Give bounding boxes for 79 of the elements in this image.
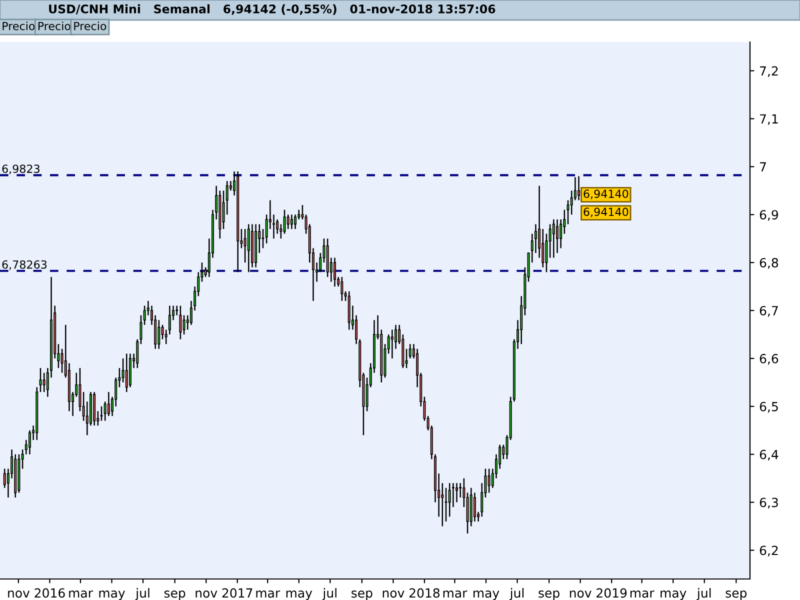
x-tick-label: 2018 <box>409 588 440 598</box>
candlestick <box>448 482 451 518</box>
text: Precio <box>38 22 70 30</box>
x-tick-label: mar <box>630 590 654 598</box>
candlestick <box>42 372 46 393</box>
x-tick-label: sep <box>352 590 372 600</box>
x-tick-label: sep <box>726 590 747 600</box>
candlestick <box>488 468 490 494</box>
y-tick-label: 7,2 <box>760 66 778 77</box>
candlestick <box>104 400 106 422</box>
x-tick-label: jul <box>510 588 524 600</box>
x-tick-label: nov <box>8 590 30 598</box>
x-tick-label: may <box>660 590 686 600</box>
y-tick-label: 6,9 <box>760 210 778 221</box>
candlestick <box>459 482 462 498</box>
candlestick <box>276 218 279 234</box>
y-tick-label: 7,1 <box>760 114 778 125</box>
annotation: 6,94140 <box>584 208 628 218</box>
y-tick-label: 6,5 <box>760 402 778 413</box>
candlestick <box>244 228 246 264</box>
x-tick-label: sep <box>538 590 560 600</box>
x-tick-label: 2017 <box>222 588 252 598</box>
candlestick <box>100 406 103 422</box>
candlestick <box>107 391 110 417</box>
y-tick-label: 6,3 <box>760 498 778 508</box>
y-tick-label: 7 <box>760 162 766 172</box>
candlestick <box>182 314 186 336</box>
x-tick-label: may <box>286 590 312 600</box>
candlestick <box>578 176 580 201</box>
x-tick-label: mar <box>443 590 468 598</box>
candlestick <box>452 482 454 508</box>
candlestick <box>168 305 171 336</box>
candlestick <box>390 329 394 360</box>
y-tick-label: 6,2 <box>760 546 778 556</box>
candlestick <box>334 257 336 288</box>
candlestick <box>340 276 344 302</box>
ref-line-label: 6,78263 <box>2 260 47 270</box>
x-tick-label: mar <box>256 590 280 598</box>
x-tick-label: 2016 <box>34 588 65 598</box>
text: Precio <box>2 22 35 30</box>
candlestick <box>441 482 444 527</box>
x-tick-label: may <box>99 590 125 600</box>
candlestick <box>140 314 142 345</box>
candlestick <box>283 209 286 234</box>
candlestick <box>552 218 555 258</box>
y-tick-label: 6,8 <box>760 258 778 269</box>
candlestick <box>122 358 124 384</box>
x-tick-label: may <box>474 590 500 600</box>
candlestick <box>158 319 160 350</box>
candlestick <box>125 353 128 393</box>
x-tick-label: nov <box>382 590 404 598</box>
x-tick-label: 2019 <box>596 588 627 598</box>
candlestick <box>294 214 297 230</box>
x-tick-label: nov <box>570 590 592 598</box>
x-tick-label: sep <box>164 590 186 600</box>
x-tick-label: jul <box>696 588 711 600</box>
candlestick <box>143 305 146 326</box>
candlestick <box>556 218 558 254</box>
candlestick <box>290 214 293 230</box>
candlestick <box>456 482 458 503</box>
candlestick <box>28 430 31 455</box>
chart-title: USD/CNH Mini Semanal 6,94142 (-0,55%) 01-nov-2018 13:57:06 <box>49 4 496 15</box>
candlestick <box>179 305 182 340</box>
x-tick-label: jul <box>135 588 150 600</box>
candlestick <box>560 218 562 249</box>
candlestick <box>136 338 139 369</box>
candlestick <box>408 343 412 360</box>
ref-line-label: 6,9823 <box>2 164 40 174</box>
y-tick-label: 6,7 <box>760 306 778 317</box>
candlestick <box>286 214 290 230</box>
candlestick <box>247 224 250 273</box>
x-tick-label: jul <box>322 588 336 600</box>
candlestick <box>473 492 476 522</box>
y-tick-label: 6,6 <box>760 354 778 365</box>
y-tick-label: 6,4 <box>760 450 778 461</box>
text: Precio <box>74 22 106 30</box>
annotation: 6,94140 <box>584 190 628 200</box>
x-tick-label: nov <box>196 590 218 598</box>
x-tick-label: mar <box>69 590 93 598</box>
